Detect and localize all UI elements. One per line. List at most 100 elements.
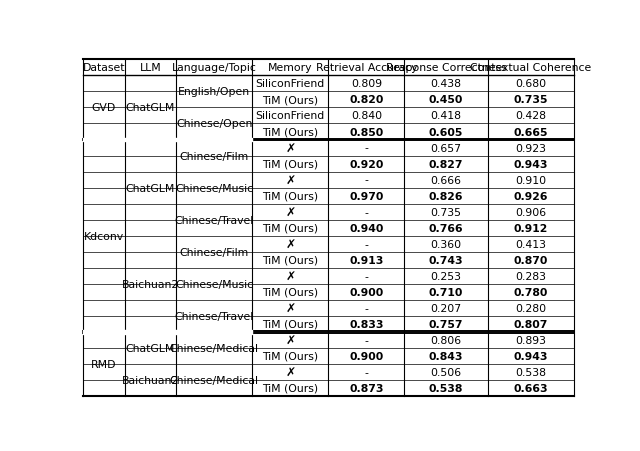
Text: -: - <box>364 367 369 377</box>
Text: 0.450: 0.450 <box>429 95 463 105</box>
Text: 0.735: 0.735 <box>431 207 461 217</box>
Text: 0.735: 0.735 <box>513 95 548 105</box>
Text: ✗: ✗ <box>285 366 296 378</box>
Text: ✗: ✗ <box>285 270 296 283</box>
Text: ✗: ✗ <box>285 238 296 251</box>
Text: TiM (Ours): TiM (Ours) <box>262 351 319 361</box>
Text: 0.943: 0.943 <box>513 351 548 361</box>
Text: GVD: GVD <box>92 103 116 113</box>
Text: 0.657: 0.657 <box>431 143 461 153</box>
Text: Memory: Memory <box>268 63 312 73</box>
Text: 0.360: 0.360 <box>431 239 461 249</box>
Text: SiliconFriend: SiliconFriend <box>256 79 325 89</box>
Text: Kdconv: Kdconv <box>84 231 124 241</box>
Text: 0.743: 0.743 <box>429 255 463 265</box>
Text: 0.710: 0.710 <box>429 287 463 297</box>
Text: Baichuan2: Baichuan2 <box>122 279 179 289</box>
Text: -: - <box>364 143 369 153</box>
Text: 0.970: 0.970 <box>349 191 383 201</box>
Text: Chinese/Film: Chinese/Film <box>180 151 249 161</box>
Text: 0.253: 0.253 <box>431 271 461 281</box>
Text: Retrieval Accuracy: Retrieval Accuracy <box>316 63 417 73</box>
Text: 0.207: 0.207 <box>431 303 461 313</box>
Text: 0.943: 0.943 <box>513 159 548 169</box>
Text: 0.840: 0.840 <box>351 111 382 121</box>
Text: 0.663: 0.663 <box>513 383 548 393</box>
Text: Chinese/Medical: Chinese/Medical <box>170 343 259 353</box>
Text: ChatGLM: ChatGLM <box>126 183 175 193</box>
Text: 0.900: 0.900 <box>349 351 383 361</box>
Text: ChatGLM: ChatGLM <box>126 103 175 113</box>
Text: 0.893: 0.893 <box>515 335 547 345</box>
Text: Baichuan2: Baichuan2 <box>122 375 179 385</box>
Text: -: - <box>364 175 369 185</box>
Text: Chinese/Travel: Chinese/Travel <box>175 215 254 225</box>
Text: ChatGLM: ChatGLM <box>126 343 175 353</box>
Text: TiM (Ours): TiM (Ours) <box>262 319 319 329</box>
Text: -: - <box>364 303 369 313</box>
Text: ✗: ✗ <box>285 334 296 346</box>
Text: TiM (Ours): TiM (Ours) <box>262 223 319 233</box>
Text: 0.809: 0.809 <box>351 79 382 89</box>
Text: 0.906: 0.906 <box>515 207 547 217</box>
Text: 0.665: 0.665 <box>513 127 548 137</box>
Text: 0.807: 0.807 <box>513 319 548 329</box>
Text: Chinese/Open: Chinese/Open <box>176 119 253 129</box>
Text: Response Correctness: Response Correctness <box>386 63 506 73</box>
Text: 0.873: 0.873 <box>349 383 383 393</box>
Text: 0.538: 0.538 <box>515 367 547 377</box>
Text: TiM (Ours): TiM (Ours) <box>262 255 319 265</box>
Text: 0.870: 0.870 <box>513 255 548 265</box>
Text: ✗: ✗ <box>285 302 296 314</box>
Text: SiliconFriend: SiliconFriend <box>256 111 325 121</box>
Text: LLM: LLM <box>140 63 161 73</box>
Text: 0.283: 0.283 <box>515 271 547 281</box>
Text: 0.418: 0.418 <box>431 111 461 121</box>
Text: Chinese/Film: Chinese/Film <box>180 247 249 257</box>
Text: ✗: ✗ <box>285 174 296 187</box>
Text: 0.926: 0.926 <box>513 191 548 201</box>
Text: 0.912: 0.912 <box>513 223 548 233</box>
Text: 0.913: 0.913 <box>349 255 383 265</box>
Text: 0.920: 0.920 <box>349 159 383 169</box>
Text: TiM (Ours): TiM (Ours) <box>262 191 319 201</box>
Text: Chinese/Medical: Chinese/Medical <box>170 375 259 385</box>
Text: TiM (Ours): TiM (Ours) <box>262 287 319 297</box>
Text: 0.280: 0.280 <box>515 303 547 313</box>
Text: 0.780: 0.780 <box>513 287 548 297</box>
Text: 0.438: 0.438 <box>431 79 461 89</box>
Text: RMD: RMD <box>91 359 116 369</box>
Text: TiM (Ours): TiM (Ours) <box>262 95 319 105</box>
Text: 0.413: 0.413 <box>515 239 547 249</box>
Text: 0.826: 0.826 <box>429 191 463 201</box>
Text: ✗: ✗ <box>285 206 296 219</box>
Text: 0.923: 0.923 <box>515 143 547 153</box>
Text: English/Open: English/Open <box>179 87 250 97</box>
Text: -: - <box>364 239 369 249</box>
Text: 0.428: 0.428 <box>515 111 547 121</box>
Text: 0.538: 0.538 <box>429 383 463 393</box>
Text: 0.850: 0.850 <box>349 127 383 137</box>
Text: 0.940: 0.940 <box>349 223 383 233</box>
Text: TiM (Ours): TiM (Ours) <box>262 127 319 137</box>
Text: ✗: ✗ <box>285 142 296 155</box>
Text: TiM (Ours): TiM (Ours) <box>262 383 319 393</box>
Text: Chinese/Music: Chinese/Music <box>175 279 253 289</box>
Text: 0.833: 0.833 <box>349 319 383 329</box>
Text: 0.900: 0.900 <box>349 287 383 297</box>
Text: Chinese/Travel: Chinese/Travel <box>175 311 254 321</box>
Text: 0.605: 0.605 <box>429 127 463 137</box>
Text: 0.827: 0.827 <box>429 159 463 169</box>
Text: 0.843: 0.843 <box>429 351 463 361</box>
Text: Contextual Coherence: Contextual Coherence <box>470 63 591 73</box>
Text: 0.666: 0.666 <box>431 175 461 185</box>
Text: 0.820: 0.820 <box>349 95 383 105</box>
Text: 0.806: 0.806 <box>431 335 461 345</box>
Text: -: - <box>364 335 369 345</box>
Text: 0.766: 0.766 <box>429 223 463 233</box>
Text: 0.506: 0.506 <box>431 367 461 377</box>
Text: TiM (Ours): TiM (Ours) <box>262 159 319 169</box>
Text: 0.910: 0.910 <box>515 175 547 185</box>
Text: -: - <box>364 271 369 281</box>
Text: 0.680: 0.680 <box>515 79 547 89</box>
